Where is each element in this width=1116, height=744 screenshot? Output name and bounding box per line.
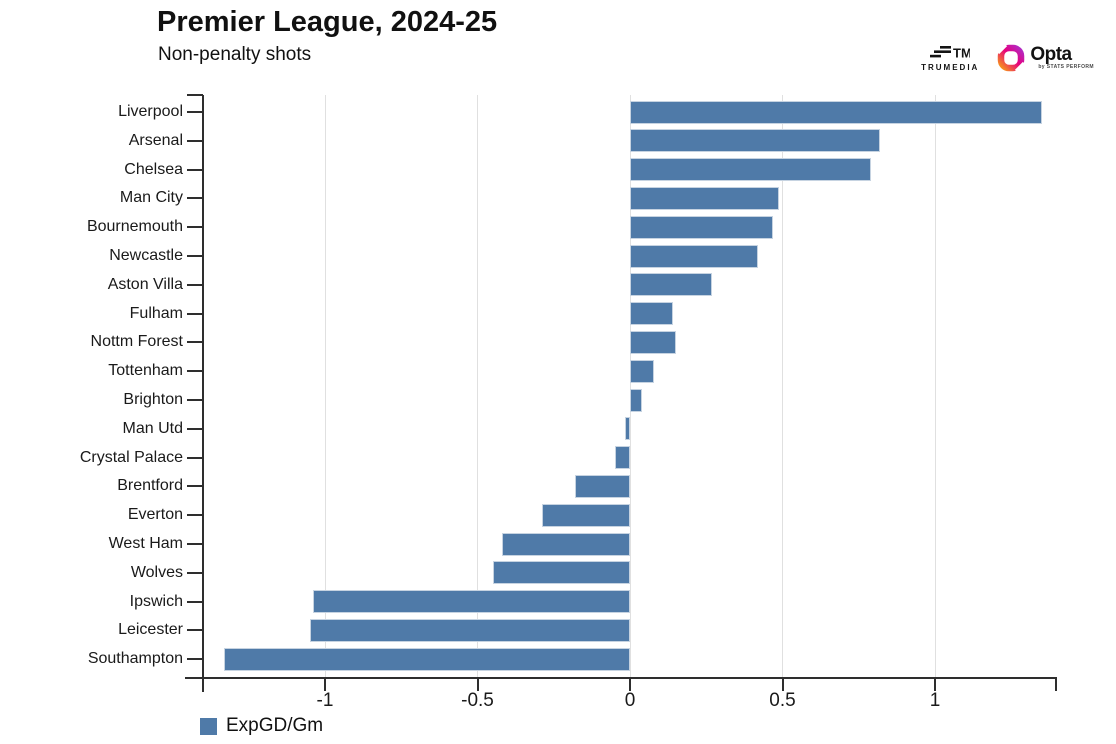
- x-axis-tick: [629, 677, 631, 691]
- x-axis-tick: [781, 677, 784, 691]
- legend: ExpGD/Gm: [200, 715, 323, 737]
- bar: [630, 158, 871, 182]
- chart-title: Premier League, 2024-25: [157, 6, 498, 38]
- x-tick-label: 0: [624, 690, 636, 711]
- category-label: Wolves: [130, 563, 183, 581]
- category-label: Brighton: [123, 391, 183, 408]
- y-axis-tick: [187, 571, 203, 574]
- bar: [501, 532, 630, 556]
- y-axis-tick: [187, 139, 203, 142]
- gridline: [629, 95, 631, 678]
- x-axis-tick: [934, 677, 936, 691]
- category-label: West Ham: [108, 535, 183, 552]
- opta-logo: Opta by STATS PERFORM: [997, 44, 1094, 72]
- y-axis-tick: [187, 255, 203, 257]
- bar: [630, 186, 780, 210]
- opta-wordmark: Opta: [1030, 44, 1072, 65]
- bar: [630, 330, 676, 354]
- gridline: [324, 95, 326, 678]
- bar: [312, 590, 630, 614]
- svg-text:TM: TM: [953, 45, 970, 60]
- x-tick-label: -0.5: [461, 690, 494, 711]
- y-axis-tick: [187, 283, 203, 286]
- bar: [630, 273, 713, 297]
- category-label: Crystal Palace: [79, 448, 183, 466]
- bar: [630, 100, 1042, 124]
- y-axis-tick: [187, 197, 203, 200]
- x-axis-end-tick: [1055, 677, 1057, 691]
- opta-statsperform-label: by STATS PERFORM: [1038, 64, 1094, 70]
- legend-swatch: [200, 717, 217, 735]
- x-tick-label: 0.5: [769, 690, 796, 711]
- bar: [630, 215, 774, 239]
- category-label: Man City: [119, 189, 183, 207]
- category-label: Liverpool: [118, 103, 183, 120]
- opta-wordmark-block: Opta by STATS PERFORM: [1030, 44, 1094, 70]
- bar: [630, 359, 655, 383]
- y-axis-tick: [187, 543, 203, 545]
- trumedia-logo: TM TRUMEDIA: [921, 45, 980, 72]
- y-axis-tick: [187, 514, 203, 517]
- y-axis-tick: [187, 456, 203, 459]
- category-label: Everton: [127, 506, 183, 524]
- category-label: Man Utd: [122, 419, 183, 437]
- y-axis-tick: [187, 399, 203, 401]
- y-axis-line: [202, 95, 204, 692]
- y-axis-tick: [187, 226, 203, 229]
- y-axis-tick: [187, 427, 203, 430]
- gridline: [934, 95, 936, 678]
- category-label: Southampton: [87, 650, 183, 668]
- gridline: [782, 95, 783, 678]
- category-label: Newcastle: [109, 247, 183, 264]
- x-tick-label: 1: [929, 690, 941, 711]
- category-label: Aston Villa: [107, 275, 183, 293]
- opta-logo-icon: [997, 44, 1026, 72]
- y-axis-tick: [187, 629, 203, 632]
- x-axis-tick: [476, 677, 479, 691]
- category-label: Leicester: [118, 621, 183, 639]
- bar: [492, 561, 630, 585]
- category-label: Tottenham: [108, 362, 183, 380]
- bar: [614, 446, 630, 470]
- bar: [309, 618, 630, 642]
- category-label: Chelsea: [124, 160, 183, 178]
- trumedia-logo-icon: TM: [930, 45, 970, 60]
- chart-subtitle: Non-penalty shots: [158, 44, 312, 65]
- bar: [630, 388, 643, 412]
- bar: [625, 417, 630, 441]
- category-label: Ipswich: [129, 592, 183, 610]
- y-axis-tick: [187, 485, 203, 488]
- y-axis-tick: [187, 312, 203, 315]
- y-axis-tick: [187, 658, 203, 661]
- legend-label: ExpGD/Gm: [226, 715, 324, 736]
- y-axis-tick: [187, 111, 203, 113]
- x-tick-label: -1: [316, 690, 334, 711]
- y-axis-end-tick: [187, 94, 203, 96]
- bar: [575, 474, 630, 498]
- y-axis-tick: [187, 600, 203, 603]
- bar: [630, 129, 881, 153]
- y-axis-tick: [187, 168, 203, 171]
- category-label: Fulham: [129, 304, 183, 322]
- bar: [224, 647, 630, 671]
- y-axis-tick: [187, 341, 203, 344]
- bar: [541, 503, 630, 527]
- category-label: Nottm Forest: [90, 333, 183, 351]
- bar: [630, 302, 673, 326]
- x-axis-tick: [324, 677, 326, 691]
- gridline: [477, 95, 478, 678]
- branding: TM TRUMEDIA Opta by STATS PERFORM: [921, 44, 1094, 72]
- y-axis-tick: [187, 370, 203, 373]
- bar: [630, 244, 759, 268]
- trumedia-wordmark: TRUMEDIA: [921, 62, 980, 72]
- category-label: Arsenal: [128, 131, 183, 149]
- category-label: Bournemouth: [86, 218, 183, 236]
- x-axis-line: [185, 677, 1057, 679]
- category-label: Brentford: [117, 477, 183, 495]
